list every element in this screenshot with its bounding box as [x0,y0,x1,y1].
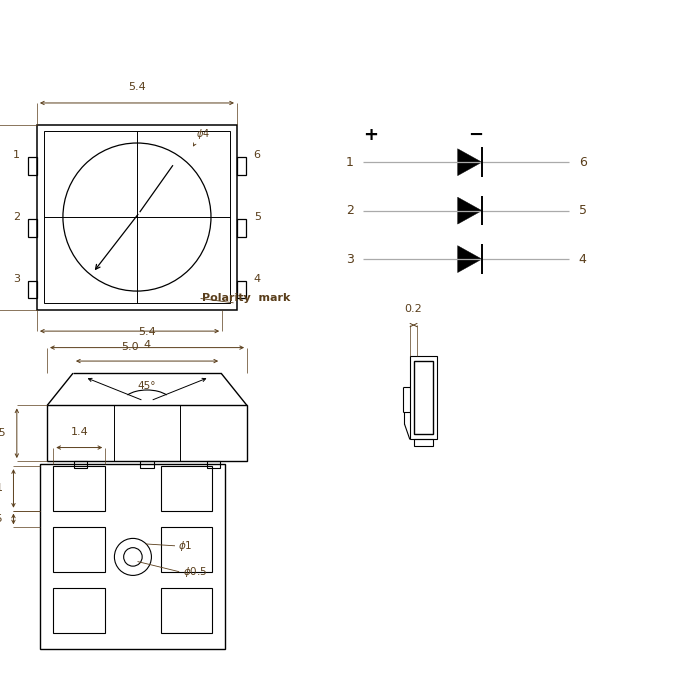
Text: 5.4: 5.4 [128,82,146,92]
Bar [237,157,246,175]
Bar [74,461,87,468]
Bar [161,588,213,633]
Text: $\phi$0.5: $\phi$0.5 [182,565,207,579]
Bar [207,461,220,468]
Text: 1: 1 [346,155,354,169]
Text: 1.5: 1.5 [0,428,6,438]
Bar [28,219,37,237]
Bar [141,461,153,468]
Text: 0.2: 0.2 [404,304,423,314]
Text: 4: 4 [143,341,151,350]
Text: 1.4: 1.4 [71,427,88,437]
Text: 1: 1 [13,150,20,160]
Text: 1: 1 [0,483,3,493]
Text: 5.0: 5.0 [120,342,139,352]
Text: Polarity  mark: Polarity mark [202,293,290,304]
Text: 2: 2 [13,212,20,222]
Text: $\phi$4: $\phi$4 [197,127,210,141]
Text: 5: 5 [579,204,587,217]
Text: 5: 5 [254,212,260,222]
Bar [28,157,37,175]
Bar [28,281,37,299]
Bar [237,281,246,299]
Text: $\phi$1: $\phi$1 [178,539,193,553]
Bar [40,464,225,649]
Text: 45°: 45° [138,382,156,392]
Text: 3: 3 [346,252,354,266]
Bar [410,356,437,439]
Text: 6: 6 [254,150,260,160]
Bar [161,528,213,572]
Polygon shape [458,149,482,176]
Text: 3: 3 [13,274,20,284]
Bar [44,131,230,303]
Bar [53,466,105,511]
Text: 6: 6 [579,155,587,169]
Text: 4: 4 [579,252,587,266]
Bar [37,125,237,310]
Bar [414,439,433,446]
Text: 2: 2 [346,204,354,217]
Text: +: + [363,127,378,144]
Bar [53,528,105,572]
Text: 0.5: 0.5 [0,514,3,524]
Text: 4: 4 [254,274,261,284]
Bar [237,219,246,237]
Bar [47,405,247,461]
Text: 5.4: 5.4 [138,327,156,336]
Bar [53,588,105,633]
Bar [414,361,433,434]
Polygon shape [458,197,482,224]
Bar [161,466,213,511]
Text: −: − [468,127,483,144]
Polygon shape [458,246,482,273]
